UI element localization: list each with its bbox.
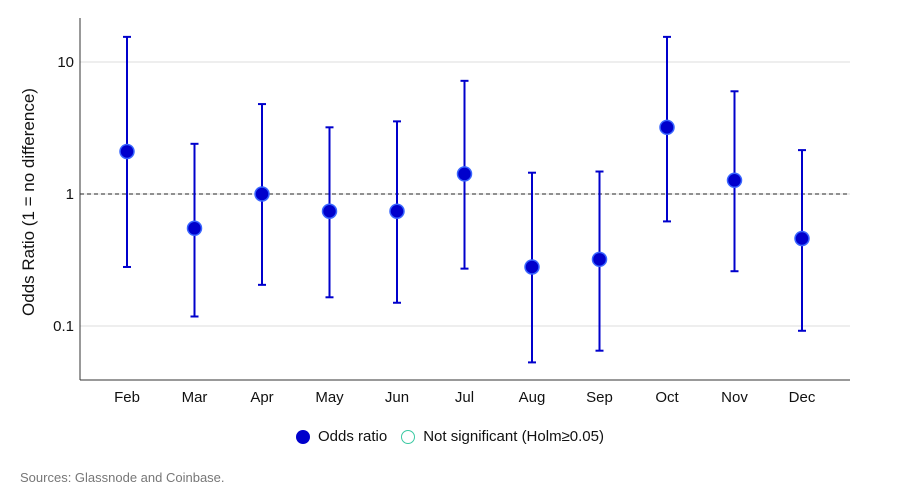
point-feb [119,143,135,160]
x-tick-label-apr: Apr [250,389,273,406]
x-tick-label-jul: Jul [455,389,474,406]
legend-label-not-significant: Not significant (Holm≥0.05) [423,428,604,445]
point-jul [456,166,473,182]
marks-layer [119,35,810,364]
point-oct [659,119,675,136]
legend: Odds ratio Not significant (Holm≥0.05) [0,428,900,445]
point-nov [726,172,743,189]
x-tick-label-mar: Mar [182,389,208,406]
legend-item-not-significant: Not significant (Holm≥0.05) [401,428,604,445]
y-tick-label-1: 1 [66,186,74,203]
point-dec [794,230,810,247]
point-mar [186,220,203,237]
source-note: Sources: Glassnode and Coinbase. [20,470,225,485]
x-tick-label-jun: Jun [385,389,409,406]
x-tick-label-sep: Sep [586,389,613,406]
x-tick-label-nov: Nov [721,389,748,406]
x-tick-label-feb: Feb [114,389,140,406]
y-axis-label: Odds Ratio (1 = no difference) [19,88,38,316]
legend-label-odds-ratio: Odds ratio [317,428,388,445]
y-tick-label-2: 10 [57,54,74,71]
point-jun [389,203,405,220]
x-tick-label-may: May [315,389,344,406]
point-aug [524,259,540,275]
legend-item-odds-ratio: Odds ratio [295,428,388,445]
x-tick-label-aug: Aug [519,389,546,406]
point-sep [591,251,608,268]
x-tick-label-dec: Dec [789,389,816,406]
x-tick-label-oct: Oct [655,389,679,406]
point-apr [254,186,270,202]
point-may [321,203,338,220]
y-tick-label-0: 0.1 [53,318,74,335]
legend-marker-open [401,429,416,444]
axes-layer: 0.1 1 10 Feb Mar Apr May Jun Jul Aug Sep Oct Nov Dec [53,18,850,406]
legend-marker-filled [295,429,310,444]
